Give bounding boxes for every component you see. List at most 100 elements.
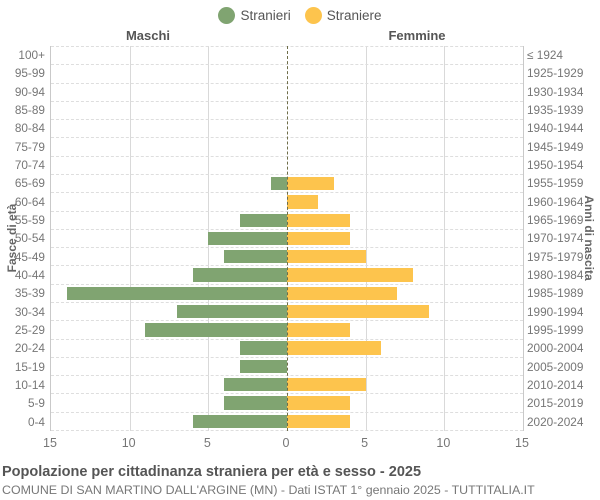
- bar-male: [192, 268, 287, 282]
- age-label: 70-74: [14, 158, 45, 173]
- bar-female: [287, 268, 413, 282]
- birth-year-label: 1925-1929: [527, 66, 584, 81]
- female-half: [287, 212, 523, 229]
- legend-item-straniere[interactable]: Straniere: [304, 7, 382, 24]
- age-label: 90-94: [14, 84, 45, 99]
- age-label: 35-39: [14, 286, 45, 301]
- bar-female: [287, 341, 382, 355]
- male-half: [51, 175, 287, 192]
- age-label: 5-9: [27, 396, 45, 411]
- bar-female: [287, 195, 319, 209]
- age-label: 65-69: [14, 176, 45, 191]
- birth-year-axis-labels: ≤ 1924 1925-1929 1930-1934 1935-1939 1940-19…: [527, 46, 599, 431]
- male-half: [51, 102, 287, 119]
- bar-female: [287, 323, 350, 337]
- x-tick-label: 5: [203, 436, 211, 450]
- female-half: [287, 266, 523, 283]
- age-label: 50-54: [14, 231, 45, 246]
- female-half: [287, 120, 523, 137]
- bar-female: [287, 231, 350, 246]
- age-label: 60-64: [14, 194, 45, 209]
- gridline-right-5: [365, 46, 367, 431]
- age-label: 20-24: [14, 341, 45, 356]
- chart-subtitle: COMUNE DI SAN MARTINO DALL'ARGINE (MN) -…: [2, 483, 535, 497]
- legend-label-stranieri: Stranieri: [240, 8, 291, 23]
- male-half: [51, 120, 287, 137]
- plot-area: [50, 46, 524, 431]
- birth-year-label: 1995-1999: [527, 323, 584, 338]
- bar-male: [208, 231, 287, 246]
- male-half: [51, 65, 287, 82]
- male-half: [51, 358, 287, 375]
- birth-year-label: 1975-1979: [527, 249, 584, 264]
- female-half: [287, 102, 523, 119]
- male-half: [51, 248, 287, 265]
- female-half: [287, 321, 523, 338]
- bar-male: [224, 396, 287, 410]
- age-label: 10-14: [14, 378, 45, 393]
- age-label: 55-59: [14, 213, 45, 228]
- age-label: 0-4: [27, 414, 45, 429]
- bar-male: [239, 341, 287, 355]
- male-half: [51, 413, 287, 430]
- gridline-left-10: [129, 46, 131, 431]
- age-label: 100+: [18, 48, 45, 63]
- bar-male: [66, 286, 287, 300]
- birth-year-label: 1940-1944: [527, 121, 584, 136]
- bar-female: [287, 286, 398, 300]
- female-half: [287, 138, 523, 155]
- age-label: 45-49: [14, 249, 45, 264]
- bar-female: [287, 304, 429, 319]
- male-half: [51, 193, 287, 210]
- x-tick-label: 10: [436, 436, 451, 450]
- female-half: [287, 230, 523, 247]
- male-half: [51, 84, 287, 101]
- birth-year-label: ≤ 1924: [527, 48, 563, 63]
- male-half: [51, 394, 287, 411]
- y-axis-title-left: Fasce di età: [5, 203, 19, 273]
- bar-female: [287, 250, 366, 264]
- bar-male: [224, 250, 287, 264]
- male-half: [51, 138, 287, 155]
- bar-male: [145, 323, 287, 337]
- x-tick-label: 15: [515, 436, 529, 450]
- birth-year-label: 1990-1994: [527, 304, 584, 319]
- birth-year-label: 1970-1974: [527, 231, 584, 246]
- bar-female: [287, 396, 350, 410]
- male-half: [51, 303, 287, 320]
- bar-female: [287, 414, 350, 428]
- birth-year-label: 1980-1984: [527, 268, 584, 283]
- female-half: [287, 248, 523, 265]
- straniere-dot-icon: [304, 7, 322, 24]
- bar-female: [287, 378, 366, 392]
- header-maschi: Maschi: [125, 28, 171, 43]
- female-half: [287, 358, 523, 375]
- age-label: 95-99: [14, 66, 45, 81]
- bar-male: [239, 359, 287, 374]
- male-half: [51, 285, 287, 302]
- female-half: [287, 340, 523, 357]
- bar-male: [271, 176, 287, 191]
- header-femmine: Femmine: [388, 28, 446, 43]
- x-tick-label: 15: [43, 436, 57, 450]
- bar-male: [192, 414, 287, 428]
- chart-title: Popolazione per cittadinanza straniera p…: [2, 464, 422, 480]
- birth-year-label: 1960-1964: [527, 194, 584, 209]
- stranieri-dot-icon: [218, 7, 236, 24]
- y-axis-title-right: Anni di nascita: [582, 195, 596, 281]
- age-label: 40-44: [14, 268, 45, 283]
- male-half: [51, 321, 287, 338]
- birth-year-label: 2005-2009: [527, 359, 584, 374]
- female-half: [287, 84, 523, 101]
- legend-item-stranieri[interactable]: Stranieri: [218, 7, 291, 24]
- female-half: [287, 47, 523, 64]
- birth-year-label: 2000-2004: [527, 341, 584, 356]
- male-half: [51, 47, 287, 64]
- birth-year-label: 1985-1989: [527, 286, 584, 301]
- female-half: [287, 157, 523, 174]
- legend-label-straniere: Straniere: [326, 8, 382, 23]
- male-half: [51, 340, 287, 357]
- age-label: 25-29: [14, 323, 45, 338]
- birth-year-label: 1930-1934: [527, 84, 584, 99]
